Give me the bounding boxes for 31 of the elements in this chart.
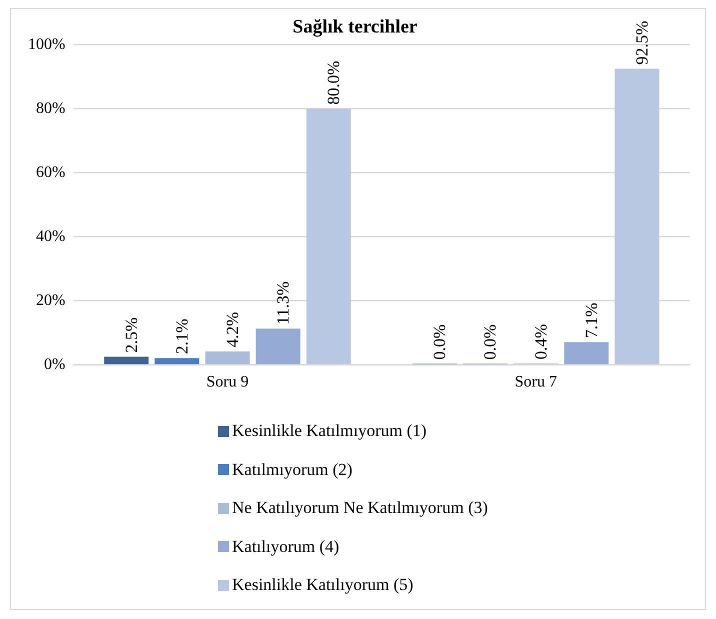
bar	[256, 328, 300, 364]
legend-label: Kesinlikle Katılmıyorum (1)	[232, 421, 427, 442]
legend-label: Katılmıyorum (2)	[232, 460, 352, 480]
data-label: 7.1%	[582, 302, 601, 338]
data-label: 0.0%	[480, 324, 500, 360]
bar	[614, 68, 660, 364]
y-tick-label: 100%	[28, 36, 66, 54]
y-tick-label: 20%	[36, 292, 66, 310]
data-label: 2.5%	[122, 317, 141, 353]
y-tick-label: 80%	[36, 100, 66, 118]
bar	[104, 356, 149, 364]
x-tick-label: Soru 7	[514, 374, 557, 391]
bar	[205, 351, 250, 364]
y-tick-label: 60%	[36, 164, 66, 182]
y-tick-label: 0%	[44, 356, 66, 374]
data-label: 80.0%	[324, 60, 344, 105]
y-tick-label: 40%	[36, 228, 66, 246]
data-label: 4.2%	[222, 312, 242, 348]
data-label: 92.5%	[632, 20, 652, 65]
legend-label: Ne Katılıyorum Ne Katılmıyorum (3)	[232, 498, 488, 518]
data-label: 11.3%	[274, 281, 293, 325]
x-tick-label: Soru 9	[206, 374, 249, 391]
legend-label: Kesinlikle Katılıyorum (5)	[232, 575, 414, 596]
data-label: 0.0%	[430, 324, 450, 360]
chart-title: Sağlık tercihler	[292, 16, 418, 38]
data-label: 0.4%	[531, 324, 550, 360]
bar	[564, 342, 609, 364]
legend-label: Katılıyorum (4)	[232, 536, 340, 557]
bar	[306, 108, 351, 364]
bar	[154, 358, 200, 364]
data-label: 2.1%	[172, 318, 192, 354]
